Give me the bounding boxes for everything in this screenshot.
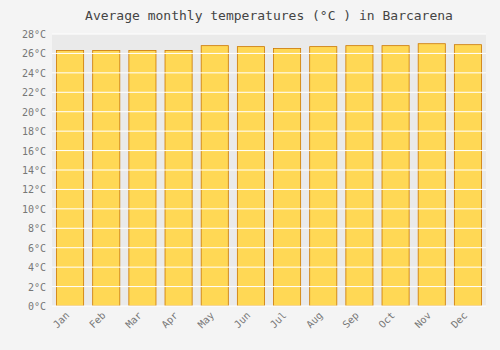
bar	[57, 51, 84, 306]
grid-line	[52, 131, 486, 132]
grid-line	[52, 111, 486, 112]
grid-line	[52, 228, 486, 229]
x-axis: Jan Feb Mar Apr May Jun Jul Aug Sep Oct Nov Dec	[51, 310, 469, 331]
grid-line	[52, 34, 486, 35]
grid-line	[52, 286, 486, 287]
y-tick-label: 26°C	[22, 48, 46, 59]
y-tick-label: 14°C	[22, 165, 46, 176]
y-tick-label: 28°C	[22, 29, 46, 40]
y-tick-label: 6°C	[28, 243, 46, 254]
x-tick-label: Sep	[340, 310, 361, 331]
y-tick-label: 18°C	[22, 126, 46, 137]
y-tick-label: 16°C	[22, 146, 46, 157]
y-tick-label: 12°C	[22, 184, 46, 195]
y-tick-label: 2°C	[28, 282, 46, 293]
x-tick-label: Jan	[51, 310, 72, 331]
y-tick-label: 24°C	[22, 68, 46, 79]
grid-line	[52, 92, 486, 93]
x-tick-label: Jun	[232, 310, 253, 331]
x-tick-label: Feb	[87, 310, 108, 331]
grid-line	[52, 189, 486, 190]
grid-line	[52, 72, 486, 73]
grid-line	[52, 267, 486, 268]
x-tick-label: Apr	[159, 310, 180, 331]
y-tick-label: 0°C	[28, 301, 46, 312]
x-tick-label: Dec	[449, 310, 470, 331]
y-tick-label: 10°C	[22, 204, 46, 215]
grid	[52, 34, 486, 306]
chart-title: Average monthly temperatures (°C ) in Ba…	[85, 8, 453, 23]
x-tick-label: Mar	[123, 310, 144, 331]
bar	[129, 51, 156, 306]
bar	[165, 51, 192, 306]
grid-line	[52, 170, 486, 171]
y-tick-label: 8°C	[28, 223, 46, 234]
x-tick-label: May	[196, 310, 217, 331]
y-tick-label: 20°C	[22, 107, 46, 118]
y-tick-label: 22°C	[22, 87, 46, 98]
y-tick-label: 4°C	[28, 262, 46, 273]
chart-container: Average monthly temperatures (°C ) in Ba…	[0, 0, 500, 350]
grid-line	[52, 208, 486, 209]
grid-line	[52, 306, 486, 307]
x-tick-label: Oct	[376, 310, 397, 331]
grid-line	[52, 247, 486, 248]
chart-svg: Average monthly temperatures (°C ) in Ba…	[0, 0, 500, 350]
grid-line	[52, 150, 486, 151]
x-tick-label: Aug	[304, 310, 325, 331]
x-tick-label: Jul	[268, 310, 289, 331]
y-axis: 0°C 2°C 4°C 6°C 8°C 10°C 12°C 14°C 16°C 18°C 20°C 2…	[22, 29, 46, 312]
bar	[93, 51, 120, 306]
grid-line	[52, 53, 486, 54]
x-tick-label: Nov	[413, 310, 434, 331]
plot-background	[52, 34, 486, 306]
